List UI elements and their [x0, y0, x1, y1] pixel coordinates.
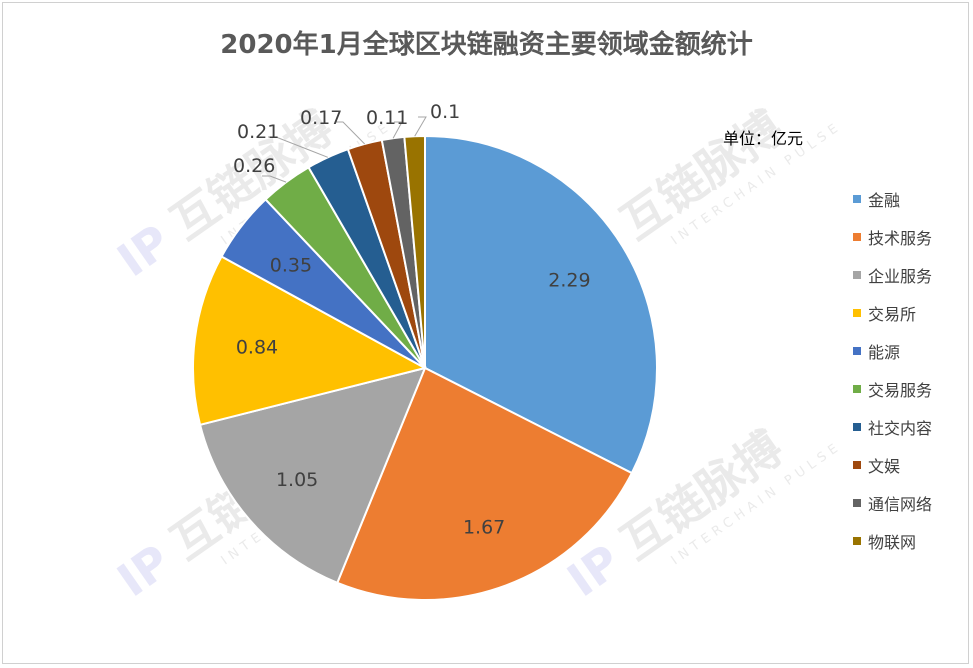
legend-item: 社交内容	[853, 408, 932, 446]
legend-item: 金融	[853, 180, 932, 218]
chart-title: 2020年1月全球区块链融资主要领域金额统计	[220, 30, 753, 60]
leader-line	[268, 136, 328, 158]
leader-lines	[262, 116, 427, 183]
legend-label: 文娱	[868, 457, 901, 476]
legend-item: 通信网络	[853, 484, 932, 522]
legend-label: 社交内容	[868, 419, 933, 438]
data-label: 0.11	[366, 107, 408, 129]
data-label: 1.67	[463, 517, 505, 539]
legend-label: 金融	[868, 191, 901, 210]
legend-swatch	[853, 499, 861, 507]
data-label: 0.17	[300, 107, 342, 129]
pie-slice	[192, 255, 428, 427]
legend-item: 能源	[853, 332, 932, 370]
data-label: 0.21	[237, 121, 279, 143]
leader-line	[262, 175, 287, 183]
data-label: 0.84	[236, 337, 278, 359]
legend-item: 物联网	[853, 522, 932, 560]
legend-swatch	[853, 195, 861, 203]
data-label: 0.26	[233, 155, 275, 177]
legend-swatch	[853, 385, 861, 393]
unit-label: 单位：亿元	[723, 129, 804, 148]
leader-line	[414, 116, 427, 137]
legend-item: 交易所	[853, 294, 932, 332]
legend-swatch	[853, 423, 861, 431]
pie-slice	[198, 366, 427, 585]
pie-slice	[403, 134, 426, 369]
legend-label: 企业服务	[868, 267, 933, 286]
legend-swatch	[853, 537, 861, 545]
watermark-logo-icon: IP	[108, 214, 181, 287]
legend-swatch	[853, 347, 861, 355]
data-label: 0.1	[430, 101, 460, 123]
leader-line	[335, 121, 366, 145]
legend-label: 交易所	[868, 305, 917, 324]
legend-label: 交易服务	[868, 381, 933, 400]
legend: 金融技术服务企业服务交易所能源交易服务社交内容文娱通信网络物联网	[853, 180, 932, 560]
legend-item: 企业服务	[853, 256, 932, 294]
data-label: 2.29	[548, 269, 590, 291]
legend-swatch	[853, 233, 861, 241]
legend-swatch	[853, 309, 861, 317]
leader-line	[392, 121, 403, 139]
data-label: 0.35	[270, 255, 312, 277]
legend-label: 技术服务	[868, 229, 933, 248]
pie-slice	[335, 366, 634, 601]
legend-item: 交易服务	[853, 370, 932, 408]
pie-slice	[424, 134, 658, 475]
legend-label: 能源	[868, 343, 901, 362]
legend-item: 文娱	[853, 446, 932, 484]
legend-label: 物联网	[868, 533, 917, 552]
legend-item: 技术服务	[853, 218, 932, 256]
watermark-logo-icon: IP	[108, 534, 181, 607]
legend-label: 通信网络	[868, 495, 933, 514]
legend-swatch	[853, 461, 861, 469]
data-label: 1.05	[276, 469, 318, 491]
legend-swatch	[853, 271, 861, 279]
